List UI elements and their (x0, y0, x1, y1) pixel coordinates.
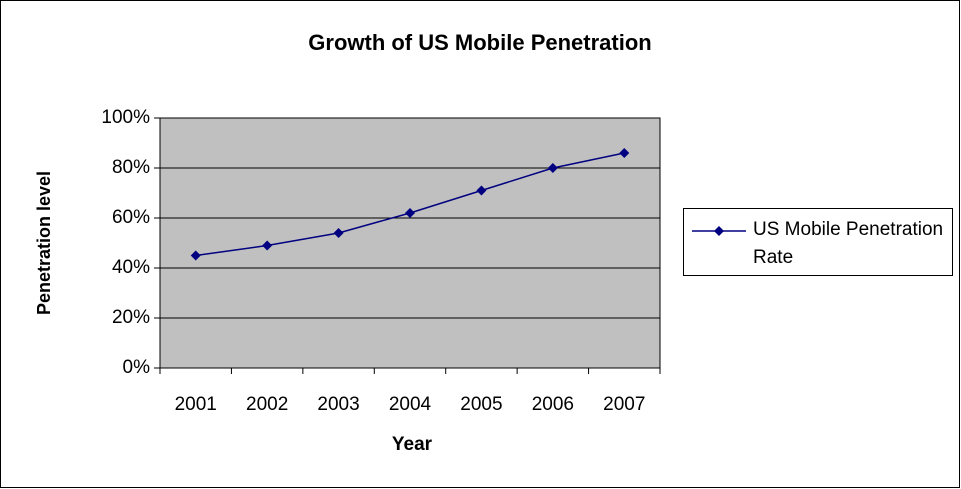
data-point (333, 228, 344, 238)
y-tick-label: 60% (112, 207, 150, 228)
data-point (547, 163, 558, 173)
x-tick-label: 2004 (389, 394, 432, 415)
x-tick-label: 2007 (603, 394, 645, 415)
data-point (405, 208, 415, 218)
y-tick-label: 80% (112, 157, 150, 178)
data-point (619, 148, 630, 158)
x-tick-label: 2003 (317, 394, 359, 415)
y-tick-label: 100% (101, 107, 150, 128)
y-tick-label: 20% (112, 307, 150, 328)
data-point (476, 185, 487, 196)
y-axis-title: Penetration level (34, 171, 54, 315)
legend-box (683, 208, 953, 276)
plot-border (159, 117, 661, 369)
x-axis-title: Year (392, 434, 433, 455)
x-tick-label: 2001 (175, 394, 217, 415)
legend-label: US Mobile Penetration Rate (753, 219, 944, 268)
x-tick-label: 2005 (460, 394, 502, 415)
chart-title: Growth of US Mobile Penetration (308, 30, 651, 55)
x-tick-label: 2002 (246, 394, 288, 415)
x-tick-label: 2006 (532, 394, 574, 415)
y-tick-label: 0% (123, 357, 151, 378)
data-point (190, 250, 201, 261)
data-point (262, 240, 273, 251)
legend-marker (714, 226, 724, 236)
y-tick-label: 40% (112, 257, 150, 278)
plot-area (160, 118, 660, 368)
